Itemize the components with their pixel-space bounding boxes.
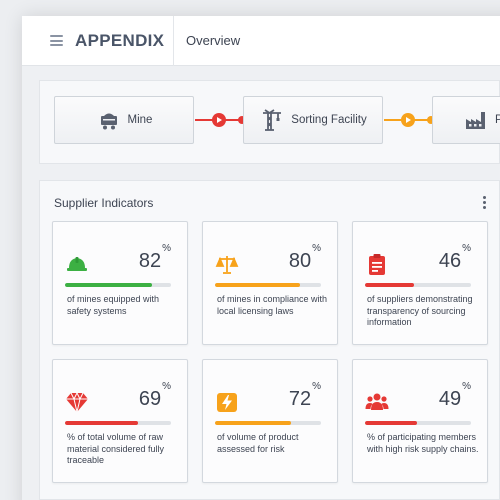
indicator-value: 49% — [438, 381, 471, 410]
indicator-description: % of total volume of raw material consid… — [67, 432, 165, 465]
scales-icon — [215, 252, 239, 276]
group-icon — [365, 390, 389, 414]
progress-fill — [65, 283, 152, 287]
flow-node-processing[interactable]: Pr — [432, 96, 500, 144]
indicator-value: 72% — [288, 381, 321, 410]
indicator-value: 46% — [438, 243, 471, 272]
indicator-card: 69% % of total volume of raw material co… — [52, 359, 188, 483]
header-divider — [173, 16, 174, 66]
progress-track — [215, 283, 321, 287]
factory-icon — [463, 107, 489, 133]
indicator-description: of volume of product assessed for risk — [217, 432, 299, 454]
indicator-card: 82% of mines equipped with safety system… — [52, 221, 188, 345]
gem-icon — [65, 390, 89, 414]
flow-node-sorting-facility[interactable]: Sorting Facility — [243, 96, 383, 144]
top-header: APPENDIX Overview — [22, 16, 500, 66]
indicator-description: of mines in compliance with local licens… — [217, 294, 328, 316]
indicator-value: 69% — [138, 381, 171, 410]
flow-node-label: Pr — [495, 114, 500, 126]
supplier-indicators-panel: Supplier Indicators 82% of mines equippe… — [39, 180, 500, 500]
flow-node-label: Mine — [127, 114, 153, 126]
progress-track — [365, 283, 471, 287]
progress-fill — [365, 283, 414, 287]
progress-track — [65, 421, 171, 425]
progress-fill — [65, 421, 139, 425]
connector-end-dot — [427, 116, 435, 124]
play-icon — [212, 113, 226, 127]
app-title: APPENDIX — [75, 31, 165, 50]
indicator-description: of mines equipped with safety systems — [67, 294, 160, 316]
progress-track — [65, 283, 171, 287]
warning-icon — [215, 390, 239, 414]
flow-node-mine[interactable]: Mine — [54, 96, 194, 144]
progress-track — [215, 421, 321, 425]
indicator-value: 80% — [288, 243, 321, 272]
play-icon — [401, 113, 415, 127]
indicator-card: 80% of mines in compliance with local li… — [202, 221, 338, 345]
indicator-card: 46% of suppliers demonstrating transpare… — [352, 221, 488, 345]
crane-icon — [259, 107, 285, 133]
progress-track — [365, 421, 471, 425]
progress-fill — [215, 283, 300, 287]
indicator-card: 72% of volume of product assessed for ri… — [202, 359, 338, 483]
indicator-description: of suppliers demonstrating transparency … — [367, 294, 473, 327]
clipboard-icon — [365, 252, 389, 276]
indicator-description: % of participating members with high ris… — [367, 432, 479, 454]
app-window: APPENDIX Overview Mine — [22, 16, 500, 500]
supply-chain-flow: Mine Sorting Facility — [39, 80, 500, 164]
mine-cart-icon — [96, 107, 122, 133]
progress-fill — [365, 421, 417, 425]
indicator-value: 82% — [138, 243, 171, 272]
hard-hat-icon — [65, 252, 89, 276]
indicator-card: 49% % of participating members with high… — [352, 359, 488, 483]
tab-overview[interactable]: Overview — [186, 33, 241, 48]
menu-icon[interactable] — [50, 35, 63, 46]
progress-fill — [215, 421, 292, 425]
more-options-icon[interactable] — [483, 196, 487, 210]
flow-node-label: Sorting Facility — [291, 114, 367, 126]
connector-end-dot — [238, 116, 246, 124]
panel-title: Supplier Indicators — [54, 196, 154, 210]
